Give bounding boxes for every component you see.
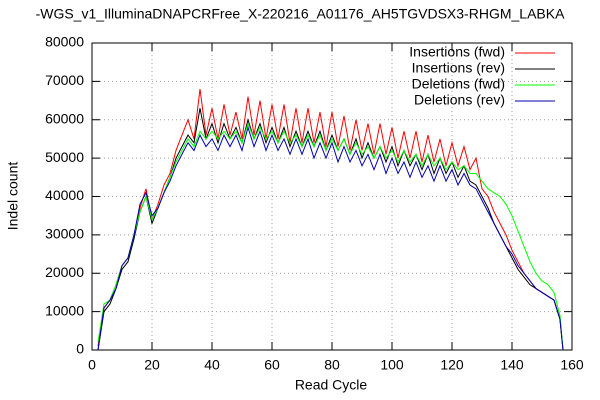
chart-title: -WGS_v1_IlluminaDNAPCRFree_X-220216_A011…: [36, 6, 566, 22]
series-line: [97, 125, 564, 351]
legend-label: Insertions (rev): [412, 60, 505, 76]
x-tick-label: 60: [264, 357, 280, 373]
x-tick-label: 160: [560, 357, 584, 373]
x-tick-label: 0: [88, 357, 96, 373]
y-tick-label: 50000: [45, 149, 84, 165]
series-line: [97, 88, 564, 351]
plot-frame: [91, 42, 573, 351]
x-tick-label: 20: [144, 357, 160, 373]
y-tick-label: 70000: [45, 72, 84, 88]
y-tick-label: 60000: [45, 110, 84, 126]
legend-label: Deletions (rev): [414, 92, 505, 108]
y-axis-label: Indel count: [5, 162, 21, 231]
y-tick-label: 80000: [45, 34, 84, 50]
legend-label: Insertions (fwd): [409, 44, 505, 60]
y-tick-label: 30000: [45, 226, 84, 242]
x-tick-label: 120: [440, 357, 464, 373]
x-tick-label: 140: [500, 357, 524, 373]
x-axis-label: Read Cycle: [295, 377, 368, 393]
y-tick-label: 20000: [45, 264, 84, 280]
series-line: [97, 122, 564, 351]
y-tick-label: 0: [76, 341, 84, 357]
x-tick-label: 40: [204, 357, 220, 373]
x-tick-label: 100: [380, 357, 404, 373]
y-tick-label: 40000: [45, 187, 84, 203]
series-line: [97, 108, 564, 351]
legend-label: Deletions (fwd): [412, 76, 505, 92]
y-tick-label: 10000: [45, 302, 84, 318]
x-tick-label: 80: [324, 357, 340, 373]
